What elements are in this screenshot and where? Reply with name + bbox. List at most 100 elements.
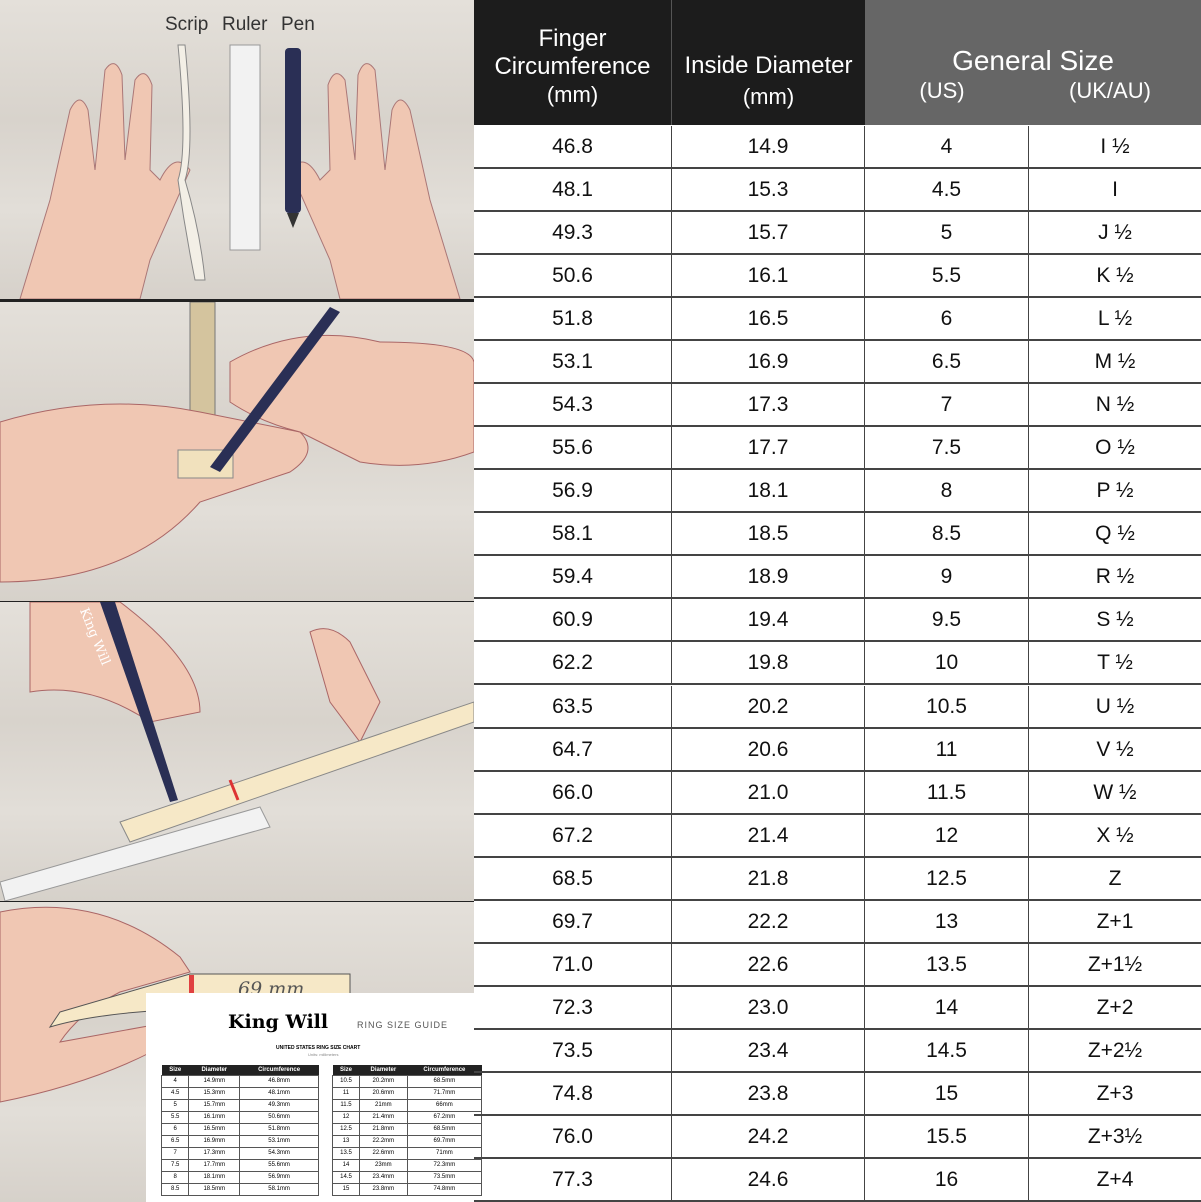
diameter-cell: 15.3 xyxy=(672,169,865,211)
guide-cell: 20.2mm xyxy=(358,1074,408,1088)
guide-row: 15 23.8mm 74.8mm xyxy=(332,1182,483,1196)
uk-au-size-cell: K ½ xyxy=(1096,264,1134,288)
guide-cell: 15 xyxy=(332,1182,360,1196)
diameter-cell: 23.0 xyxy=(672,986,865,1028)
step-1-tools-panel: Scrip Ruler Pen xyxy=(0,0,474,299)
diameter-cell: 19.4 xyxy=(672,599,865,641)
hands-and-tools-illustration xyxy=(19,44,461,299)
uk-au-size-cell: Z+1 xyxy=(1096,909,1134,933)
guide-cell: 72.3mm xyxy=(406,1158,483,1172)
guide-cell: 14.5 xyxy=(332,1170,360,1184)
guide-cell: 6.5 xyxy=(160,1134,190,1148)
uk-au-size-cell: I xyxy=(1112,178,1118,202)
circumference-cell: 60.9 xyxy=(474,599,672,641)
guide-cell: 58.1mm xyxy=(239,1182,319,1196)
guide-cell: 4 xyxy=(160,1074,190,1088)
diameter-cell: 18.9 xyxy=(672,556,865,598)
header-general-size: General Size (US) (UK/AU) xyxy=(865,0,1201,125)
uk-au-size-cell: R ½ xyxy=(1095,565,1135,589)
us-size-cell: 12.5 xyxy=(865,857,1029,899)
guide-cell: 21.4mm xyxy=(358,1110,408,1124)
diameter-cell: 15.7 xyxy=(672,212,865,254)
diameter-cell: 22.6 xyxy=(672,943,865,985)
table-row: 46.8 14.9 4 I ½ xyxy=(474,126,1201,169)
guide-cell: 7.5 xyxy=(160,1158,190,1172)
guide-row: 13.5 22.6mm 71mm xyxy=(332,1146,483,1160)
guide-cell: 17.3mm xyxy=(188,1146,241,1160)
uk-au-size-cell: V ½ xyxy=(1096,737,1134,761)
guide-cell: 51.8mm xyxy=(239,1122,319,1136)
guide-row: 8.5 18.5mm 58.1mm xyxy=(160,1182,319,1196)
guide-cell: 23mm xyxy=(358,1158,408,1172)
diameter-cell: 17.7 xyxy=(672,427,865,469)
guide-cell: 11.5 xyxy=(332,1098,360,1112)
circumference-cell: 71.0 xyxy=(474,943,672,985)
circumference-cell: 69.7 xyxy=(474,900,672,942)
guide-cell: 6 xyxy=(160,1122,190,1136)
header-inside-diameter: Inside Diameter (mm) xyxy=(672,0,865,125)
guide-row: 4.5 15.3mm 48.1mm xyxy=(160,1086,319,1100)
guide-cell: 18.1mm xyxy=(188,1170,241,1184)
uk-au-size-cell: S ½ xyxy=(1096,608,1134,632)
diameter-cell: 21.8 xyxy=(672,857,865,899)
guide-cell: 4.5 xyxy=(160,1086,190,1100)
table-row: 77.3 24.6 16 Z+4 xyxy=(474,1158,1201,1202)
guide-cell: 74.8mm xyxy=(406,1182,483,1196)
header-text: Finger xyxy=(538,25,607,52)
guide-subtitle: RING SIZE GUIDE xyxy=(357,1020,449,1030)
pen-label: Pen xyxy=(281,14,315,35)
guide-row: 5.5 16.1mm 50.6mm xyxy=(160,1110,319,1124)
us-size-cell: 14.5 xyxy=(865,1029,1029,1071)
guide-chart-title: UNITED STATES RING SIZE CHART xyxy=(276,1045,361,1051)
table-row: 69.7 22.2 13 Z+1 xyxy=(474,900,1201,944)
guide-row: 11.5 21mm 66mm xyxy=(332,1098,483,1112)
us-size-cell: 8.5 xyxy=(865,513,1029,555)
guide-cell: 15.7mm xyxy=(188,1098,241,1112)
guide-row: 5 15.7mm 49.3mm xyxy=(160,1098,319,1112)
us-size-cell: 13.5 xyxy=(865,943,1029,985)
table-row: 68.5 21.8 12.5 Z xyxy=(474,857,1201,901)
uk-au-size-cell: Z+2½ xyxy=(1087,1038,1143,1062)
diameter-cell: 16.5 xyxy=(672,298,865,340)
table-row: 66.0 21.0 11.5 W ½ xyxy=(474,771,1201,815)
circumference-cell: 56.9 xyxy=(474,470,672,512)
guide-cell: 68.5mm xyxy=(406,1122,483,1136)
ring-size-table: Finger Circumference (mm) Inside Diamete… xyxy=(474,0,1201,1202)
guide-row: 11 20.6mm 71.7mm xyxy=(332,1086,483,1100)
uk-au-size-cell: O ½ xyxy=(1095,436,1135,460)
us-size-cell: 11.5 xyxy=(865,771,1029,813)
us-size-cell: 15.5 xyxy=(865,1115,1029,1157)
header-uk-au: (UK/AU) xyxy=(1069,78,1151,103)
circumference-cell: 59.4 xyxy=(474,556,672,598)
guide-cell: 17.7mm xyxy=(188,1158,241,1172)
diameter-cell: 23.8 xyxy=(672,1072,865,1114)
guide-cell: 16.1mm xyxy=(188,1110,241,1124)
guide-row: 14 23mm 72.3mm xyxy=(332,1158,483,1172)
guide-cell: 12.5 xyxy=(332,1122,360,1136)
guide-row: 10.5 20.2mm 68.5mm xyxy=(332,1074,483,1088)
uk-au-size-cell: Z+4 xyxy=(1096,1167,1134,1191)
guide-cell: 69.7mm xyxy=(406,1134,483,1148)
guide-cell: 53.1mm xyxy=(239,1134,319,1148)
circumference-cell: 74.8 xyxy=(474,1072,672,1114)
us-size-cell: 7 xyxy=(865,384,1029,426)
uk-au-size-cell: N ½ xyxy=(1095,393,1135,417)
guide-cell: 22.2mm xyxy=(358,1134,408,1148)
circumference-cell: 55.6 xyxy=(474,427,672,469)
guide-cell: 56.9mm xyxy=(239,1170,319,1184)
circumference-cell: 72.3 xyxy=(474,986,672,1028)
table-row: 73.5 23.4 14.5 Z+2½ xyxy=(474,1029,1201,1073)
table-row: 53.1 16.9 6.5 M ½ xyxy=(474,341,1201,385)
guide-table-right: Size Diameter Circumference 10.5 20.2mm 68.5m… xyxy=(332,1065,483,1196)
diameter-cell: 20.2 xyxy=(672,685,865,727)
guide-cell: 22.6mm xyxy=(358,1146,408,1160)
circumference-cell: 51.8 xyxy=(474,298,672,340)
uk-au-size-cell: Q ½ xyxy=(1095,522,1135,546)
us-size-cell: 13 xyxy=(865,900,1029,942)
guide-header: Size xyxy=(161,1065,189,1075)
guide-header: Size xyxy=(332,1065,360,1075)
table-row: 74.8 23.8 15 Z+3 xyxy=(474,1072,1201,1116)
table-row: 62.2 19.8 10 T ½ xyxy=(474,642,1201,686)
guide-cell: 21.8mm xyxy=(358,1122,408,1136)
guide-cell: 13 xyxy=(332,1134,360,1148)
